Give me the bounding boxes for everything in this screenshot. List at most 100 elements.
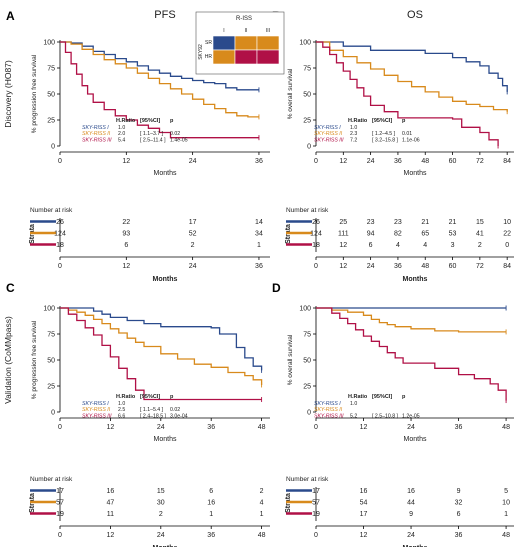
y-tick-label: 25 (303, 118, 311, 125)
stats-header: p (402, 118, 406, 124)
inset-cell-i (212, 35, 236, 51)
risk-x-tick-label: 24 (367, 263, 375, 270)
risk-x-tick-label: 60 (449, 263, 457, 270)
risk-x-tick-label: 24 (157, 532, 165, 539)
x-tick-label: 12 (339, 158, 347, 165)
risk-x-tick-label: 0 (58, 532, 62, 539)
x-tick-label: 36 (207, 424, 215, 431)
risk-count: 19 (312, 511, 320, 518)
risk-count: 2 (478, 242, 482, 249)
stats-header: H.Ratio (116, 118, 136, 124)
stats-p: 3.0e-04 (170, 413, 188, 419)
stats-ci: [ 2.4–18.5 ] (140, 413, 167, 419)
y-axis-label: % progression free survival (31, 320, 38, 399)
risk-count: 15 (476, 219, 484, 226)
x-tick-label: 48 (502, 424, 510, 431)
risk-count: 6 (369, 242, 373, 249)
y-tick-label: 0 (307, 410, 311, 417)
x-tick-label: 12 (122, 158, 130, 165)
stats-hr: 1.0 (118, 401, 125, 407)
stats-series-name: SKY-RISS III (314, 137, 344, 143)
series-line-ii (316, 41, 508, 112)
stats-hr: 2.3 (350, 131, 357, 137)
stats-p: 0.02 (170, 407, 180, 413)
risk-count: 0 (505, 242, 509, 249)
series-line-iii (316, 307, 507, 401)
risk-count: 94 (367, 231, 375, 238)
risk-count: 34 (255, 231, 263, 238)
risk-x-tick-label: 84 (503, 263, 511, 270)
risk-count: 4 (423, 242, 427, 249)
risk-x-tick-label: 24 (407, 532, 415, 539)
inset-cell-iii (256, 49, 280, 65)
series-line-iii (60, 41, 259, 139)
risk-x-tick-label: 36 (455, 532, 463, 539)
risk-x-tick-label: 0 (314, 263, 318, 270)
series-line-ii (60, 307, 263, 385)
stats-header: [95%CI] (140, 394, 160, 400)
y-tick-label: 100 (43, 40, 55, 47)
y-tick-label: 0 (51, 144, 55, 151)
series-line-ii (60, 41, 259, 118)
x-axis-label: Months (154, 436, 177, 443)
stats-header: H.Ratio (348, 394, 368, 400)
inset-cell-ii (212, 49, 236, 65)
stats-header: [95%CI] (372, 394, 392, 400)
risk-x-label: Months (403, 545, 428, 547)
series-line-ii (316, 307, 507, 333)
risk-x-tick-label: 12 (107, 532, 115, 539)
risk-x-tick-label: 48 (502, 532, 510, 539)
x-tick-label: 0 (314, 424, 318, 431)
risk-count: 26 (56, 219, 64, 226)
risk-x-label: Months (403, 276, 428, 283)
stats-ci: [ 2.5–10.8 ] (372, 413, 399, 419)
stats-hr: 1.0 (118, 125, 125, 131)
stats-p: 1.2e-05 (402, 413, 420, 419)
risk-x-tick-label: 36 (255, 263, 263, 270)
stats-series-name: SKY-RISS III (82, 137, 112, 143)
risk-count: 52 (189, 231, 197, 238)
risk-count: 21 (449, 219, 457, 226)
stats-series-name: SKY-RISS I (314, 401, 341, 407)
risk-count: 4 (260, 500, 264, 507)
risk-count: 18 (56, 242, 64, 249)
stats-series-name: SKY-RISS I (314, 125, 341, 131)
risk-count: 6 (457, 511, 461, 518)
risk-count: 1 (504, 511, 508, 518)
inset-row-label: HR (205, 54, 213, 60)
stats-ci: [ 1.1–5.4 ] (140, 407, 164, 413)
y-tick-label: 25 (47, 384, 55, 391)
stats-header: H.Ratio (348, 118, 368, 124)
risk-count: 44 (407, 500, 415, 507)
risk-count: 15 (157, 488, 165, 495)
risk-count: 1 (257, 242, 261, 249)
risk-count: 57 (56, 500, 64, 507)
stats-series-name: SKY-RISS I (82, 125, 109, 131)
y-axis-label: % overall survival (287, 334, 294, 385)
risk-x-tick-label: 24 (189, 263, 197, 270)
y-axis-label: % overall survival (287, 68, 294, 119)
y-tick-label: 50 (303, 92, 311, 99)
panel-label: A (6, 9, 15, 23)
inset-col-label: II (245, 28, 248, 34)
risk-x-tick-label: 0 (314, 532, 318, 539)
risk-x-label: Months (153, 545, 178, 547)
series-line-i (60, 307, 263, 371)
stats-p: 1.4e-05 (170, 137, 188, 143)
risk-count: 65 (421, 231, 429, 238)
stats-hr: 6.6 (118, 413, 125, 419)
series-line-i (316, 41, 508, 92)
risk-count: 4 (396, 242, 400, 249)
risk-count: 11 (107, 511, 114, 518)
risk-count: 82 (394, 231, 402, 238)
y-tick-label: 50 (47, 358, 55, 365)
risk-x-label: Months (153, 276, 178, 283)
panel-label: C (6, 281, 15, 295)
y-axis-label: % progression free survival (31, 54, 38, 133)
risk-count: 124 (54, 231, 66, 238)
x-axis-label: Months (404, 170, 427, 177)
y-tick-label: 25 (303, 384, 311, 391)
risk-x-tick-label: 0 (58, 263, 62, 270)
risk-x-tick-label: 48 (421, 263, 429, 270)
panel-a: A PFS Discovery (HO87) % progression free s… (3, 9, 270, 283)
